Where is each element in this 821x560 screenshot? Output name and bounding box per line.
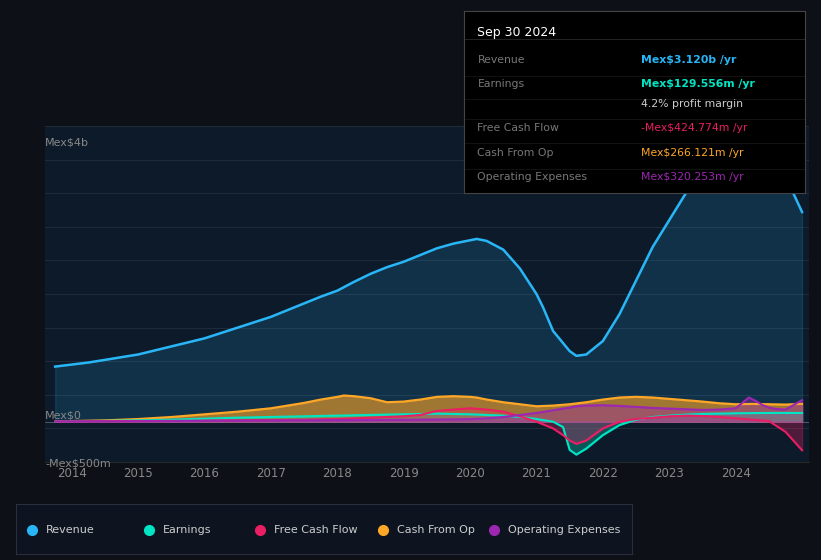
Text: Operating Expenses: Operating Expenses <box>478 172 588 182</box>
Text: Cash From Op: Cash From Op <box>397 525 475 535</box>
Text: Free Cash Flow: Free Cash Flow <box>478 123 559 133</box>
Text: 4.2% profit margin: 4.2% profit margin <box>641 99 743 109</box>
Text: Mex$266.121m /yr: Mex$266.121m /yr <box>641 148 744 158</box>
Text: Revenue: Revenue <box>46 525 94 535</box>
Text: -Mex$500m: -Mex$500m <box>45 458 111 468</box>
Text: Operating Expenses: Operating Expenses <box>507 525 620 535</box>
Text: Revenue: Revenue <box>478 55 525 66</box>
Text: Mex$4b: Mex$4b <box>45 137 89 147</box>
Text: Mex$0: Mex$0 <box>45 410 82 421</box>
Text: Earnings: Earnings <box>478 79 525 89</box>
Text: Mex$320.253m /yr: Mex$320.253m /yr <box>641 172 744 182</box>
Text: Earnings: Earnings <box>163 525 212 535</box>
Text: Mex$3.120b /yr: Mex$3.120b /yr <box>641 55 736 66</box>
Text: Free Cash Flow: Free Cash Flow <box>274 525 357 535</box>
Text: Mex$129.556m /yr: Mex$129.556m /yr <box>641 79 755 89</box>
Text: -Mex$424.774m /yr: -Mex$424.774m /yr <box>641 123 747 133</box>
Text: Cash From Op: Cash From Op <box>478 148 554 158</box>
Text: Sep 30 2024: Sep 30 2024 <box>478 26 557 39</box>
